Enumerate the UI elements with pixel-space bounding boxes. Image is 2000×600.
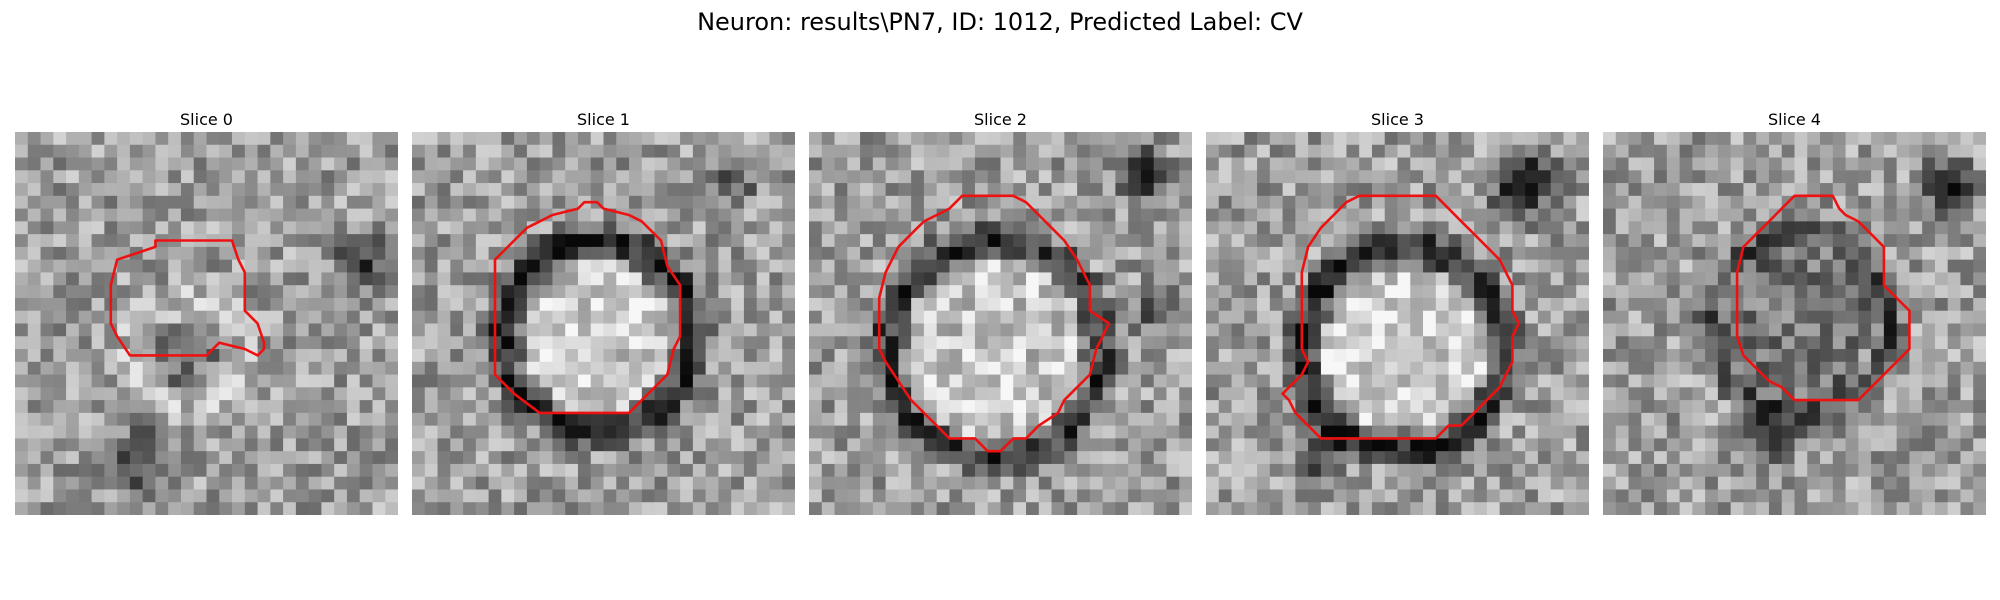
pixel-texture [1603, 132, 1986, 515]
contour-outline [1281, 194, 1521, 440]
contour-outline [1735, 194, 1911, 402]
slice-title: Slice 2 [974, 110, 1027, 129]
slice-title: Slice 4 [1768, 110, 1821, 129]
slice-image [1206, 132, 1589, 515]
slice-panel-2: Slice 2 [809, 110, 1192, 515]
slice-title: Slice 1 [577, 110, 630, 129]
pixel-texture [809, 132, 1192, 515]
slice-image [412, 132, 795, 515]
contour-outline [109, 239, 266, 357]
contour-outline [493, 200, 682, 415]
slice-image [809, 132, 1192, 515]
slice-image [1603, 132, 1986, 515]
slice-panel-1: Slice 1 [412, 110, 795, 515]
pixel-texture [1206, 132, 1589, 515]
slice-title: Slice 3 [1371, 110, 1424, 129]
slice-panel-4: Slice 4 [1603, 110, 1986, 515]
slice-panel-3: Slice 3 [1206, 110, 1589, 515]
contour-outline [877, 194, 1111, 453]
pixel-texture [412, 132, 795, 515]
slice-image [15, 132, 398, 515]
pixel-texture [15, 132, 398, 515]
slice-title: Slice 0 [180, 110, 233, 129]
slice-panel-0: Slice 0 [15, 110, 398, 515]
figure-title: Neuron: results\PN7, ID: 1012, Predicted… [697, 8, 1303, 36]
